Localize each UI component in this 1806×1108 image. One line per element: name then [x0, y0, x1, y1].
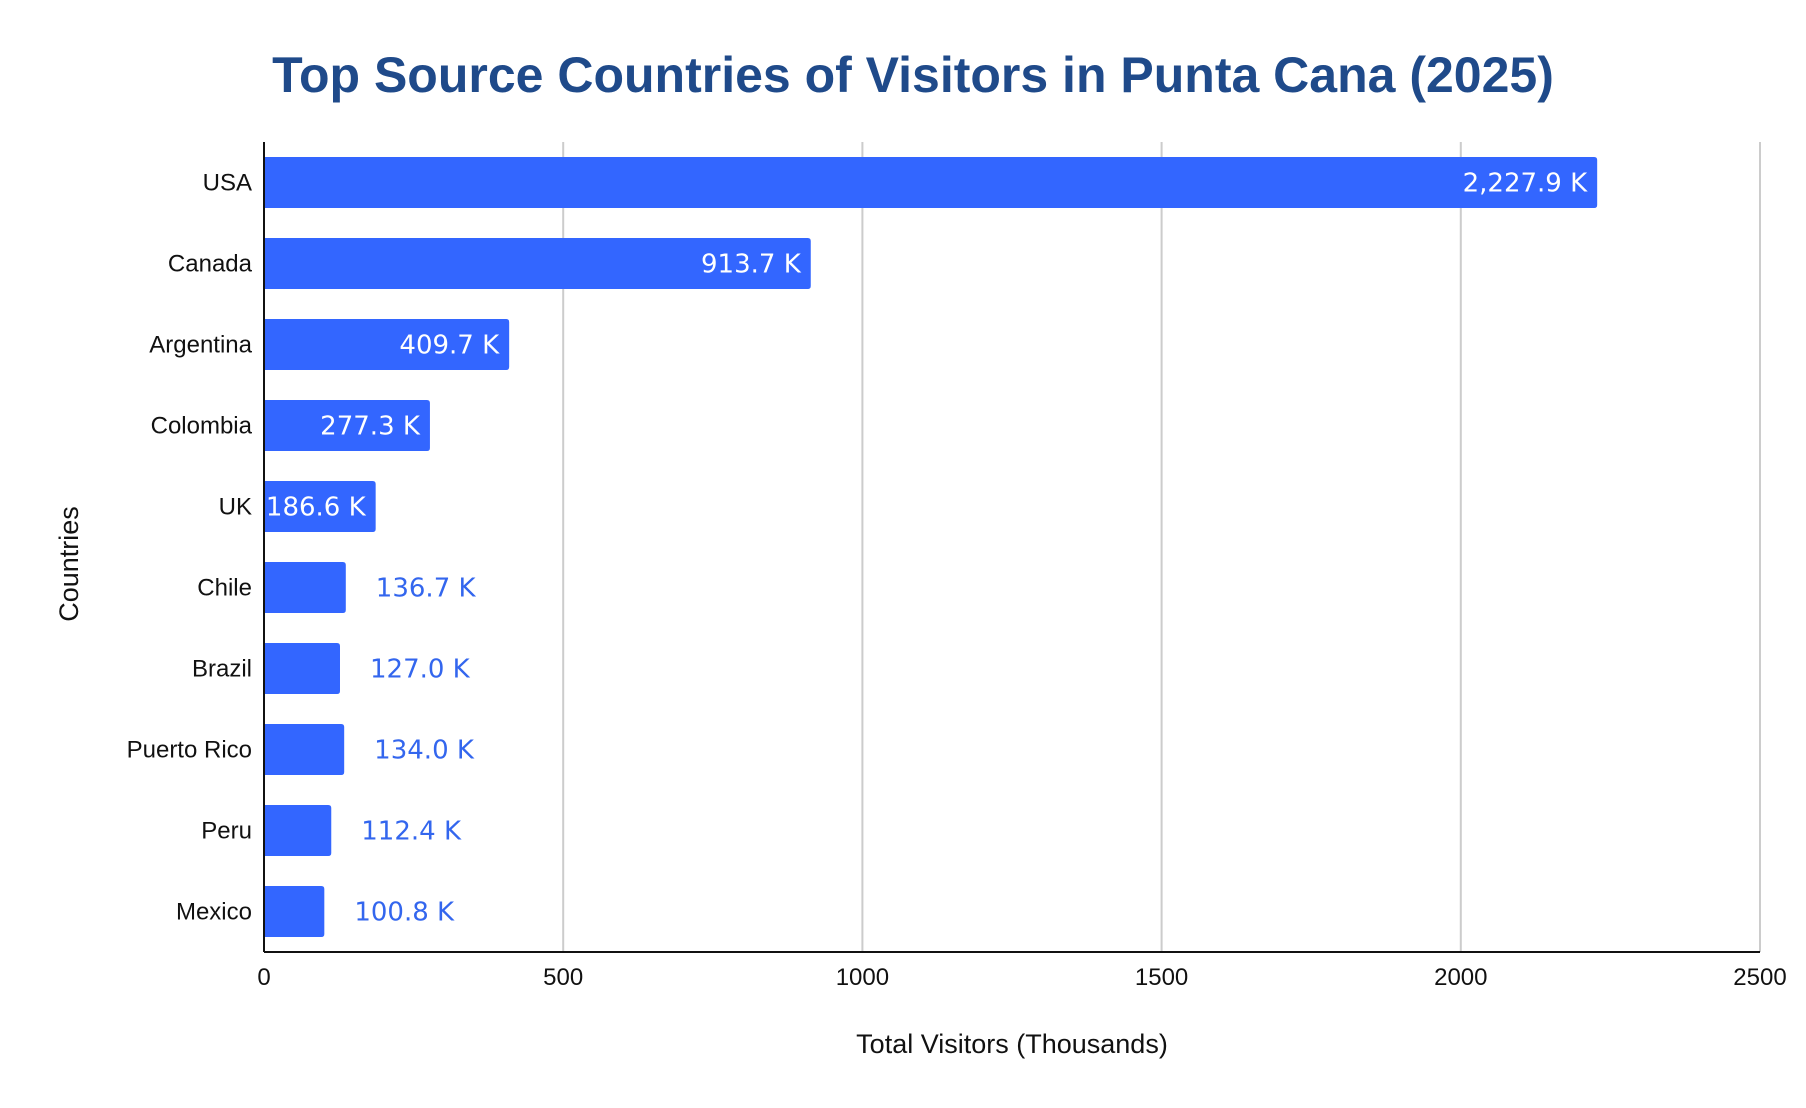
bar-colombia — [264, 399, 430, 452]
category-label: Argentina — [149, 332, 252, 359]
data-label: 100.8 K — [354, 898, 455, 928]
data-label: 186.6 K — [266, 493, 367, 523]
bar-canada — [264, 237, 811, 290]
x-tick-label: 500 — [543, 964, 583, 991]
data-label: 134.0 K — [374, 736, 475, 766]
bar-peru — [264, 804, 332, 857]
category-label: Colombia — [151, 413, 253, 440]
chart-title: Top Source Countries of Visitors in Punt… — [272, 47, 1554, 103]
bar-usa — [264, 156, 1598, 209]
data-label: 127.0 K — [370, 655, 471, 685]
x-tick-label: 1000 — [836, 964, 889, 991]
bar-mexico — [264, 885, 325, 938]
data-label: 913.7 K — [701, 250, 802, 280]
x-axis-title: Total Visitors (Thousands) — [856, 1029, 1168, 1059]
x-tick-labels: 0 500 1000 1500 2000 2500 — [257, 964, 1786, 991]
category-label: Mexico — [176, 899, 252, 926]
category-label: UK — [219, 494, 252, 521]
x-tick-label: 2500 — [1733, 964, 1786, 991]
category-labels: USA Canada Argentina Colombia UK Chile Brazil P… — [127, 170, 253, 926]
bar-chile — [264, 561, 346, 614]
bar-brazil — [264, 642, 340, 695]
data-label: 409.7 K — [399, 331, 500, 361]
x-tick-label: 1500 — [1135, 964, 1188, 991]
bar-uk — [264, 480, 376, 533]
category-label: Brazil — [192, 656, 252, 683]
bar-argentina — [264, 318, 510, 371]
category-label: Peru — [201, 818, 252, 845]
bars — [264, 156, 1598, 938]
x-tick-label: 0 — [257, 964, 270, 991]
data-label: 112.4 K — [361, 817, 462, 847]
bar-puerto-rico — [264, 723, 345, 776]
data-labels: 2,227.9 K 913.7 K 409.7 K 277.3 K 186.6 K 136… — [266, 169, 1588, 928]
x-tick-label: 2000 — [1434, 964, 1487, 991]
category-label: Canada — [168, 251, 253, 278]
category-label: Puerto Rico — [127, 737, 252, 764]
category-label: Chile — [197, 575, 252, 602]
data-label: 277.3 K — [320, 412, 421, 442]
data-label: 136.7 K — [376, 574, 477, 604]
data-label: 2,227.9 K — [1463, 169, 1589, 199]
gridlines — [562, 142, 1761, 952]
y-axis-title: Countries — [54, 506, 84, 622]
category-label: USA — [203, 170, 252, 197]
